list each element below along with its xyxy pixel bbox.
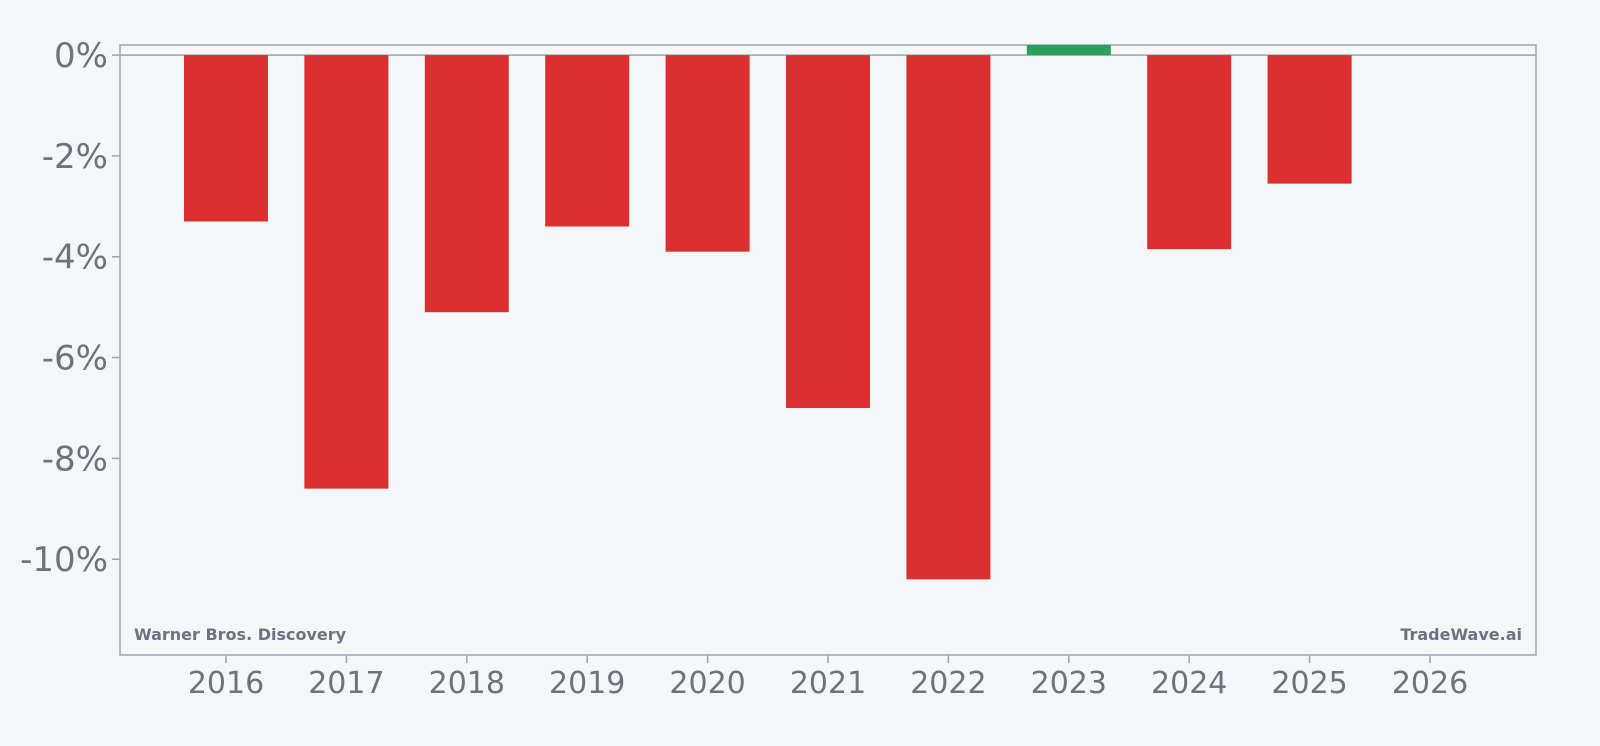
y-tick-label: -4% [42,238,108,278]
y-tick-label: 0% [54,36,108,76]
bar-2025 [1267,55,1352,184]
x-tick-label: 2018 [429,666,505,701]
y-tick-label: -2% [42,137,108,177]
x-tick-label: 2021 [790,666,866,701]
bar-2021 [786,55,870,408]
x-tick-label: 2016 [188,666,264,701]
y-tick-label: -8% [42,439,108,479]
bar-2019 [545,55,630,227]
brand-label: TradeWave.ai [1400,625,1522,644]
x-tick-label: 2025 [1271,666,1347,701]
x-tick-label: 2017 [308,666,384,701]
y-tick-label: -6% [42,339,108,379]
x-axis: 2016 2017 2018 2019 2020 2021 2022 2023 2024 2025… [188,655,1468,701]
x-tick-label: 2020 [669,666,745,701]
bar-2024 [1147,55,1232,250]
x-tick-label: 2022 [910,666,986,701]
y-tick-label: -10% [20,540,108,580]
bar-2022 [906,55,991,580]
x-tick-label: 2023 [1031,666,1107,701]
bar-2016 [184,55,268,222]
x-tick-label: 2019 [549,666,625,701]
bar-2023 [1026,45,1111,56]
x-tick-label: 2026 [1392,666,1468,701]
bar-2017 [304,55,389,489]
company-label: Warner Bros. Discovery [134,625,347,644]
y-axis: 0% -2% -4% -6% -8% -10% [20,36,120,580]
bars-group [184,45,1352,580]
x-tick-label: 2024 [1151,666,1227,701]
bar-2020 [665,55,750,252]
bar-2018 [424,55,509,313]
